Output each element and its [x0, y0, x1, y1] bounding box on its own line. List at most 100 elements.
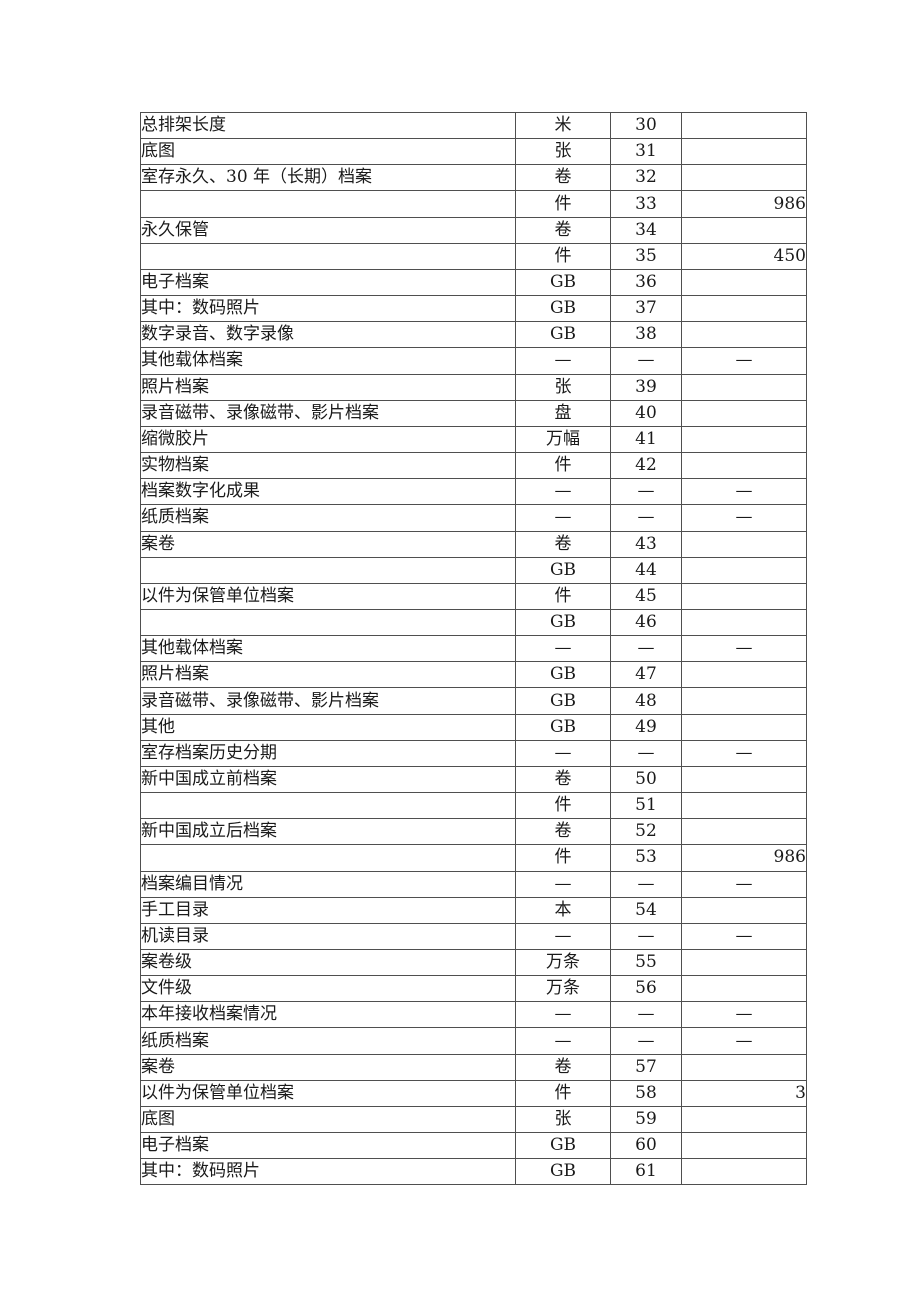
value-cell: 450	[681, 242, 807, 270]
table-row: 件 51	[140, 792, 807, 820]
item-label-cell: 室存档案历史分期	[140, 739, 516, 767]
unit-cell: 件	[515, 844, 611, 872]
unit-cell: 卷	[515, 216, 611, 244]
table-row: 其他载体档案 — — —	[140, 347, 807, 375]
item-label-cell: 纸质档案	[140, 504, 516, 532]
table-row: 案卷卷 57	[140, 1053, 807, 1081]
value-cell	[681, 373, 807, 401]
table-row: 文件级 万条 56	[140, 975, 807, 1003]
value-cell	[681, 687, 807, 715]
table-row: 纸质档案 — — —	[140, 1027, 807, 1055]
table-row: 其他 GB 49	[140, 713, 807, 741]
row-number-cell: 47	[610, 661, 682, 689]
item-label-cell: 总排架长度	[140, 111, 516, 140]
table-row: 件 35 450	[140, 242, 807, 270]
table-row: 底图张 59	[140, 1105, 807, 1134]
item-label-cell: 其中：数码照片	[140, 295, 516, 323]
table-row: 底图张 31	[140, 138, 807, 166]
item-label-cell: 永久保管	[140, 216, 516, 244]
row-number-cell: 39	[610, 373, 682, 401]
row-number-cell: 44	[610, 556, 682, 584]
item-label-cell: 以件为保管单位档案	[140, 1079, 516, 1107]
row-number-cell: 43	[610, 530, 682, 558]
value-cell	[681, 1053, 807, 1081]
table-row: 永久保管卷 34	[140, 216, 807, 244]
item-label-cell: 案卷	[140, 1053, 516, 1081]
value-cell: 3	[681, 1079, 807, 1107]
item-label-cell	[140, 792, 516, 820]
row-number-cell: 54	[610, 896, 682, 924]
table-row: 照片档案张 39	[140, 373, 807, 401]
item-label-cell: 数字录音、数字录像	[140, 321, 516, 349]
unit-cell: —	[515, 504, 611, 532]
table-row: 手工目录本 54	[140, 896, 807, 924]
item-label-cell: 其他	[140, 713, 516, 741]
row-number-cell: 31	[610, 138, 682, 166]
table-row: 电子档案 GB 36	[140, 268, 807, 297]
row-number-cell: 51	[610, 792, 682, 820]
table-row: 总排架长度米 30	[140, 111, 807, 140]
value-cell	[681, 138, 807, 166]
table-row: 件 33 986	[140, 190, 807, 218]
unit-cell: 万条	[515, 975, 611, 1003]
item-label-cell: 照片档案	[140, 373, 516, 401]
value-cell	[681, 268, 807, 297]
row-number-cell: —	[610, 1001, 682, 1029]
value-cell	[681, 582, 807, 610]
archive-stats-table: 总排架长度米 30 底图张 31 室存永久、30 年（长期）档案卷 32 件 33 986 永久保…	[140, 111, 807, 1186]
value-cell: 986	[681, 844, 807, 872]
value-cell	[681, 399, 807, 427]
item-label-cell	[140, 556, 516, 584]
table-row: 案卷卷 43	[140, 530, 807, 558]
unit-cell: 张	[515, 138, 611, 166]
table-row: 实物档案件 42	[140, 452, 807, 480]
item-label-cell: 本年接收档案情况	[140, 1001, 516, 1029]
unit-cell: 米	[515, 111, 611, 140]
item-label-cell: 其他载体档案	[140, 635, 516, 663]
unit-cell: 卷	[515, 530, 611, 558]
value-cell	[681, 818, 807, 846]
row-number-cell: 38	[610, 321, 682, 349]
value-cell	[681, 948, 807, 977]
table-row: 数字录音、数字录像 GB 38	[140, 321, 807, 349]
row-number-cell: —	[610, 870, 682, 898]
item-label-cell: 录音磁带、录像磁带、影片档案	[140, 399, 516, 427]
table-row: GB 46	[140, 608, 807, 637]
row-number-cell: 33	[610, 190, 682, 218]
unit-cell: GB	[515, 1158, 611, 1186]
row-number-cell: 50	[610, 765, 682, 794]
value-cell: —	[681, 870, 807, 898]
table-row: 缩微胶片 万幅 41	[140, 425, 807, 454]
value-cell: 986	[681, 190, 807, 218]
item-label-cell: 案卷	[140, 530, 516, 558]
table-row: 室存永久、30 年（长期）档案卷 32	[140, 164, 807, 192]
item-label-cell: 案卷级	[140, 948, 516, 977]
item-label-cell	[140, 608, 516, 637]
value-cell	[681, 295, 807, 323]
unit-cell: —	[515, 478, 611, 506]
row-number-cell: 42	[610, 452, 682, 480]
row-number-cell: —	[610, 635, 682, 663]
value-cell	[681, 425, 807, 454]
value-cell: —	[681, 922, 807, 951]
unit-cell: 张	[515, 1105, 611, 1134]
table-row: 其他载体档案 — — —	[140, 635, 807, 663]
unit-cell: 张	[515, 373, 611, 401]
item-label-cell: 底图	[140, 138, 516, 166]
value-cell	[681, 530, 807, 558]
table-row: 新中国成立后档案卷 52	[140, 818, 807, 846]
table-row: 新中国成立前档案卷 50	[140, 765, 807, 794]
unit-cell: 卷	[515, 818, 611, 846]
unit-cell: 件	[515, 792, 611, 820]
row-number-cell: —	[610, 504, 682, 532]
row-number-cell: 30	[610, 111, 682, 140]
value-cell	[681, 1132, 807, 1160]
unit-cell: 卷	[515, 164, 611, 192]
item-label-cell: 实物档案	[140, 452, 516, 480]
row-number-cell: 60	[610, 1132, 682, 1160]
unit-cell: —	[515, 922, 611, 951]
table-row: 录音磁带、录像磁带、影片档案盘 40	[140, 399, 807, 427]
unit-cell: 件	[515, 582, 611, 610]
value-cell	[681, 661, 807, 689]
value-cell: —	[681, 1001, 807, 1029]
